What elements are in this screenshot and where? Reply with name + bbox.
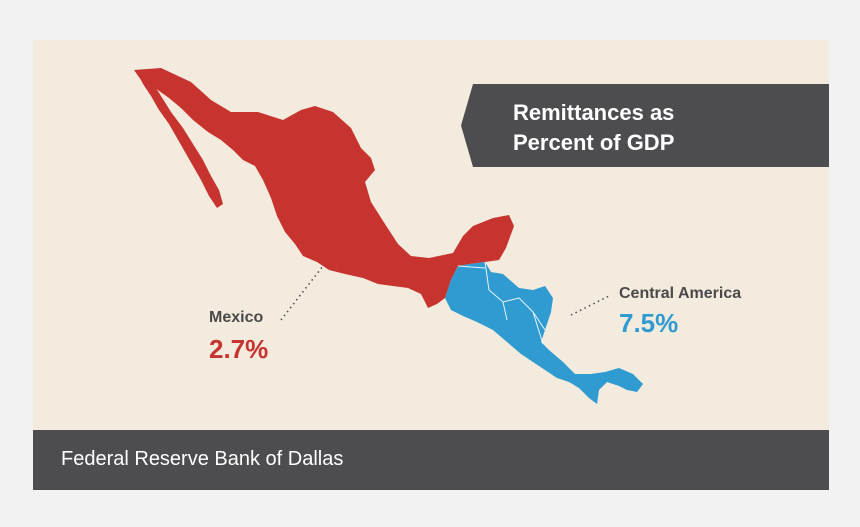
chart-title: Remittances as Percent of GDP [513,98,813,158]
mexico-value: 2.7% [209,334,269,364]
central-america-region [445,262,643,404]
source-credit: Federal Reserve Bank of Dallas [61,448,344,470]
map [134,68,829,404]
mexico-leader-line [280,265,324,321]
title-line-1: Remittances as [513,100,675,125]
central-america-leader-line [570,295,610,316]
mexico-label: Mexico [209,309,264,326]
mexico-region [134,68,514,308]
title-banner [461,84,829,167]
baja-california-region [137,72,223,208]
title-line-2: Percent of GDP [513,130,675,155]
central-america-value: 7.5% [619,308,679,338]
central-america-borders [457,261,546,345]
footer-bar: Federal Reserve Bank of Dallas [33,430,829,490]
central-america-label: Central America [619,285,742,302]
infographic-card: Remittances as Percent of GDP Mexico 2.7… [33,40,829,490]
